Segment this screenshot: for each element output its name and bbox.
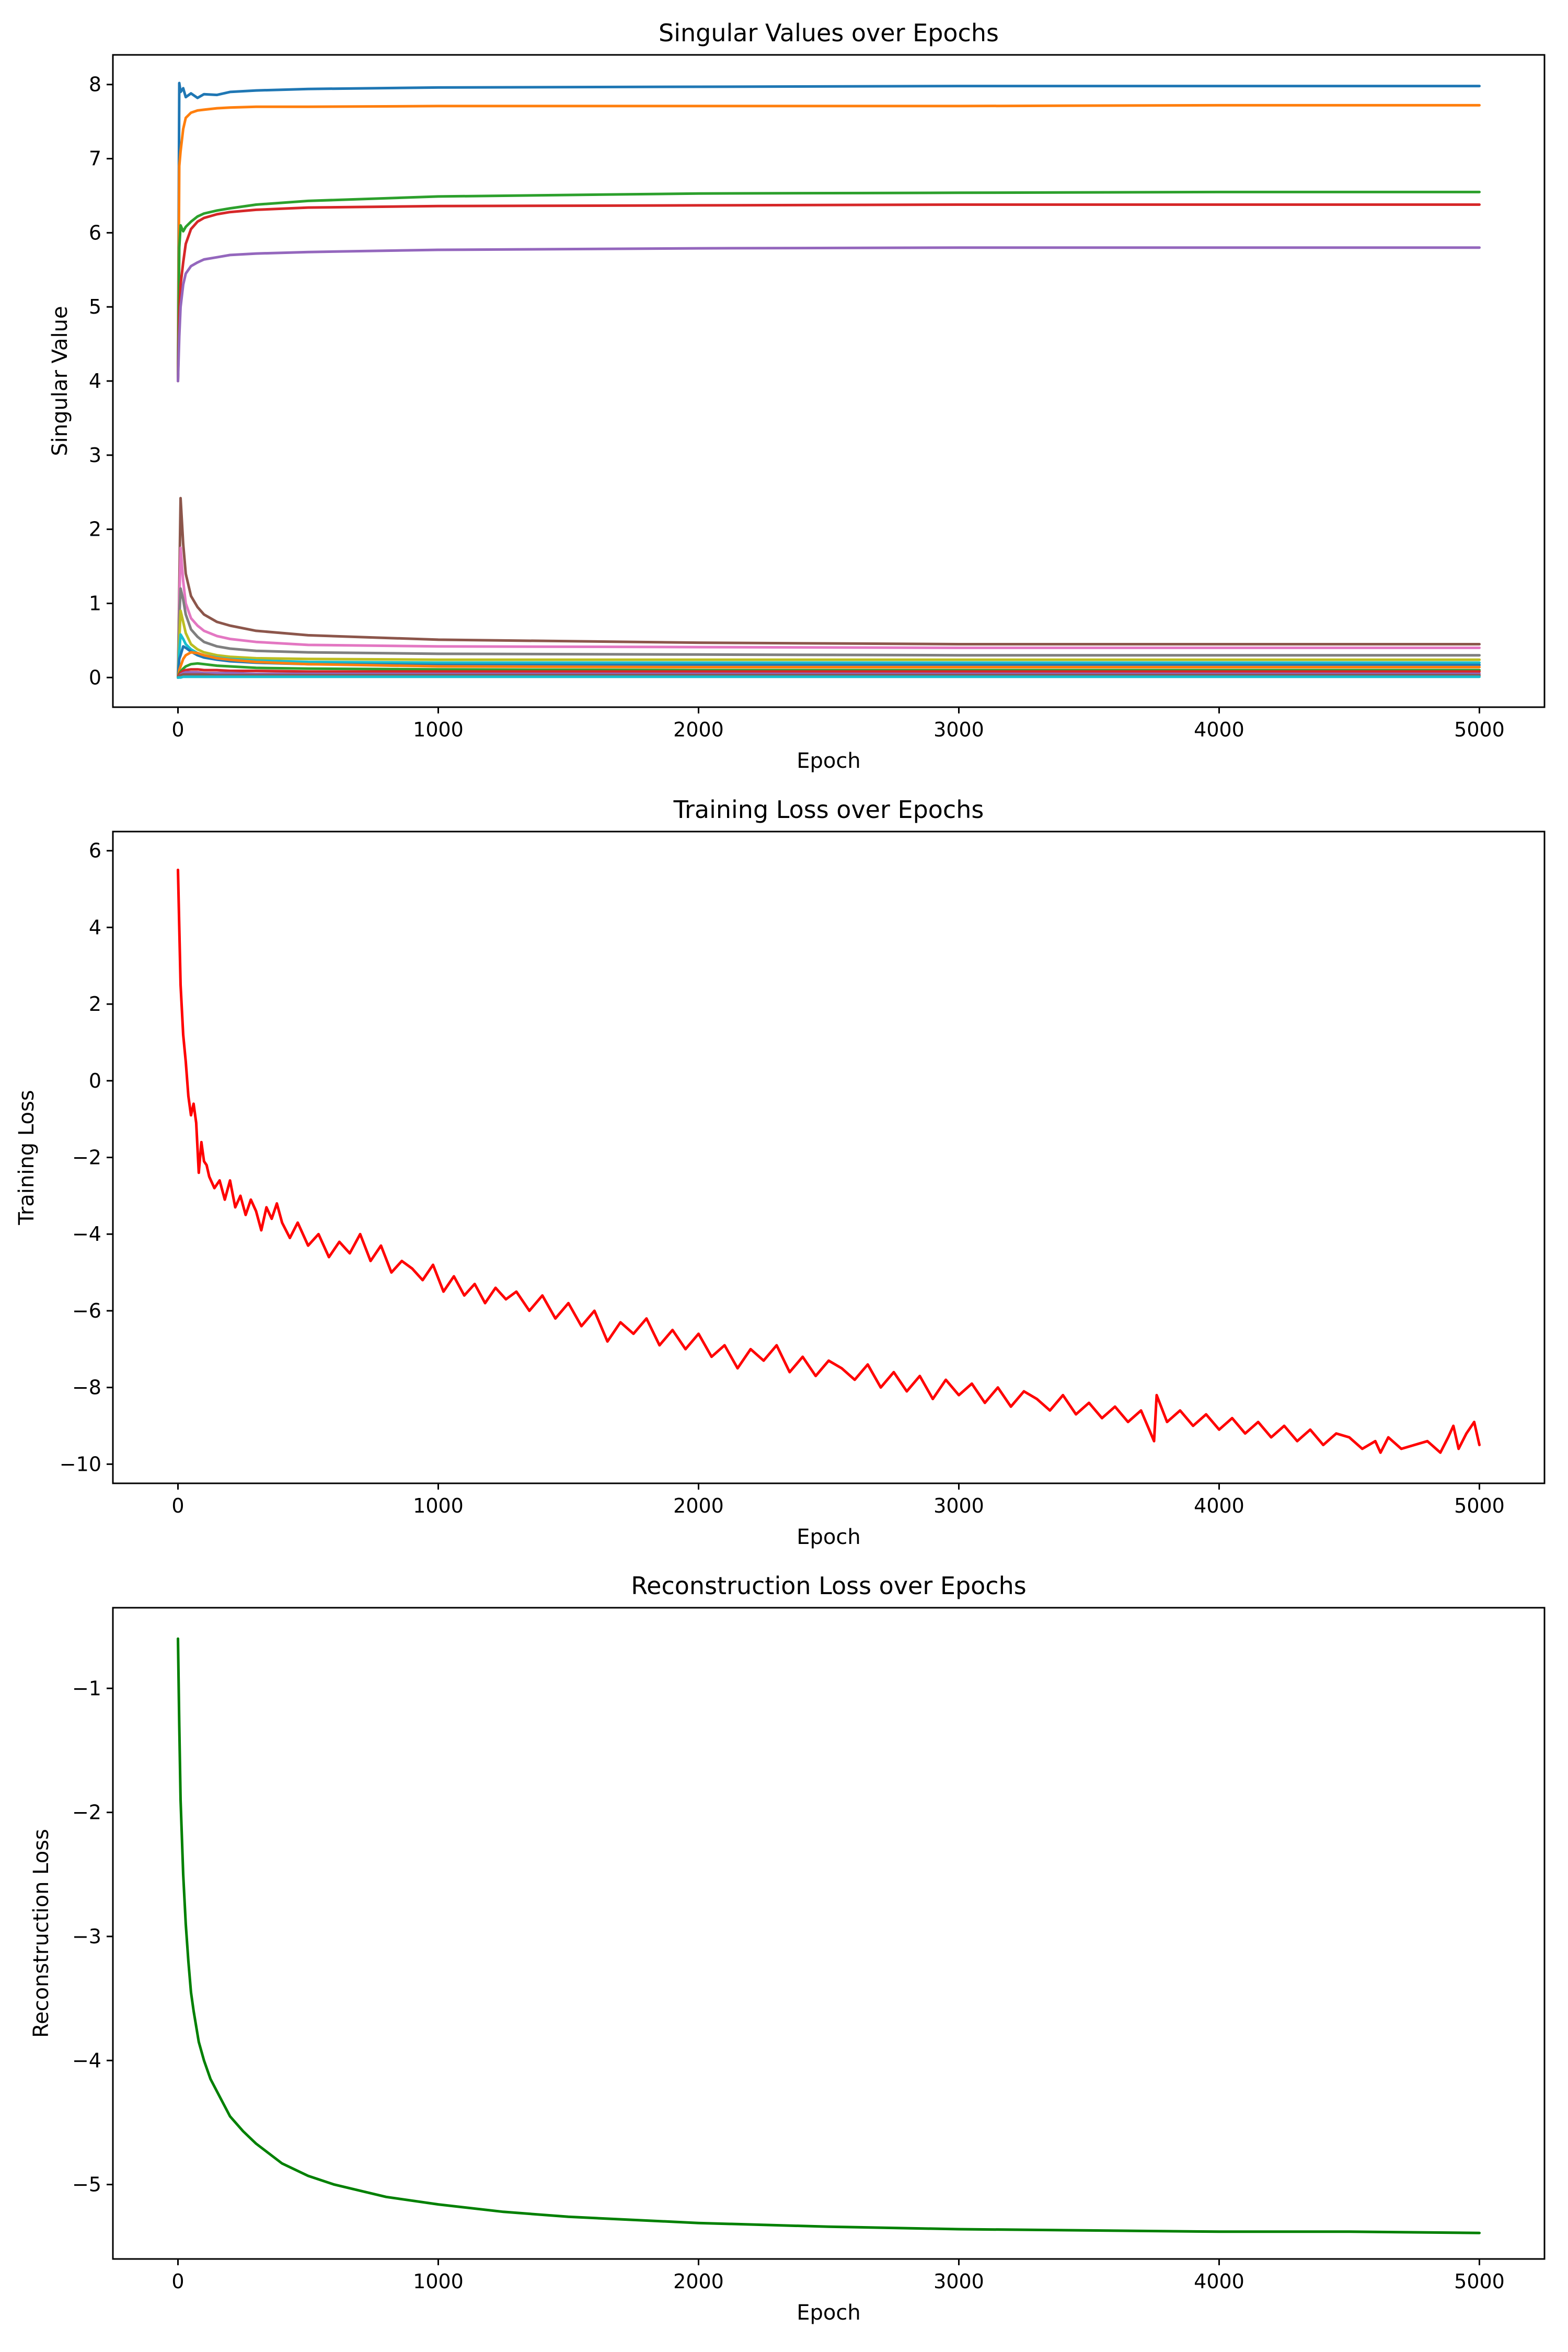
series-line-0 (177, 1637, 1481, 2234)
x-tick-label: 3000 (933, 1494, 984, 1517)
y-tick-label: −6 (72, 1299, 101, 1322)
y-tick-label: −3 (72, 1925, 101, 1948)
y-tick-label: 2 (89, 993, 101, 1016)
chart-training-loss: 0 1000 2000 3000 4000 5000 −10 −8 −6 −4 −2 0 2 4 6 Trai… (15, 795, 1546, 1549)
series-line-2 (177, 190, 1481, 383)
series-line-11 (177, 651, 1481, 679)
x-tick-label: 3000 (933, 718, 984, 741)
series-line-15 (177, 673, 1481, 679)
x-tick-label: 3000 (933, 2270, 984, 2293)
chart-reconstruction-loss: 0 1000 2000 3000 4000 5000 −5 −4 −3 −2 −1 Reconstru… (29, 1572, 1546, 2325)
x-tick-label: 2000 (673, 1494, 724, 1517)
y-tick-label: −4 (72, 1223, 101, 1246)
series-line-1 (177, 103, 1481, 383)
x-tick-label: 0 (171, 718, 184, 741)
series-line-10 (177, 645, 1481, 679)
x-tick-label: 0 (171, 1494, 184, 1517)
series-line-3 (177, 203, 1481, 383)
plot-frame (112, 1607, 1546, 2260)
series-line-4 (177, 246, 1481, 383)
x-tick-label: 5000 (1454, 1494, 1505, 1517)
y-tick-label: 8 (89, 73, 101, 96)
y-tick-label: −2 (72, 1146, 101, 1169)
y-tick-label: 7 (89, 147, 101, 170)
y-tick-label: 4 (89, 370, 101, 393)
y-tick-label: 3 (89, 444, 101, 467)
x-tick-label: 4000 (1194, 2270, 1244, 2293)
y-axis-label: Reconstruction Loss (29, 1829, 53, 2038)
y-tick-label: 1 (89, 592, 101, 615)
plot-frame (112, 54, 1546, 708)
x-tick-label: 0 (171, 2270, 184, 2293)
chart-title: Training Loss over Epochs (673, 795, 984, 824)
x-tick-label: 1000 (413, 1494, 464, 1517)
y-tick-label: 4 (89, 916, 101, 939)
y-tick-label: 5 (89, 295, 101, 318)
chart-title: Singular Values over Epochs (659, 19, 999, 47)
y-tick-label: −10 (60, 1452, 101, 1475)
y-tick-label: 2 (89, 518, 101, 541)
chart-title: Reconstruction Loss over Epochs (631, 1572, 1026, 1600)
y-tick-label: 6 (89, 221, 101, 244)
y-tick-label: −8 (72, 1376, 101, 1399)
y-tick-label: −5 (72, 2173, 101, 2196)
x-tick-label: 2000 (673, 718, 724, 741)
series-line-0 (177, 82, 1481, 383)
y-tick-label: 0 (89, 666, 101, 689)
x-axis-label: Epoch (797, 1525, 860, 1549)
series-line-7 (177, 587, 1481, 679)
chart-singular-values: 0 1000 2000 3000 4000 5000 0 1 2 3 4 5 6 7 8 Singular V… (48, 19, 1546, 773)
series-line-0 (177, 868, 1481, 1454)
series-line-8 (177, 609, 1481, 679)
x-tick-label: 5000 (1454, 718, 1505, 741)
series-line-13 (177, 668, 1481, 679)
x-tick-label: 5000 (1454, 2270, 1505, 2293)
x-tick-label: 4000 (1194, 718, 1244, 741)
series-line-12 (177, 662, 1481, 679)
y-tick-label: −4 (72, 2049, 101, 2072)
y-axis-label: Training Loss (15, 1090, 39, 1225)
x-tick-label: 1000 (413, 718, 464, 741)
y-axis-label: Singular Value (48, 306, 72, 456)
y-tick-label: 6 (89, 839, 101, 862)
plot-frame (112, 831, 1546, 1484)
y-tick-label: −1 (72, 1677, 101, 1700)
y-tick-label: −2 (72, 1801, 101, 1824)
x-axis-label: Epoch (797, 2301, 860, 2325)
series-line-6 (177, 546, 1481, 679)
x-axis-label: Epoch (797, 749, 860, 773)
y-tick-label: 0 (89, 1069, 101, 1092)
series-line-5 (177, 497, 1481, 679)
x-tick-label: 2000 (673, 2270, 724, 2293)
x-tick-label: 1000 (413, 2270, 464, 2293)
x-tick-label: 4000 (1194, 1494, 1244, 1517)
